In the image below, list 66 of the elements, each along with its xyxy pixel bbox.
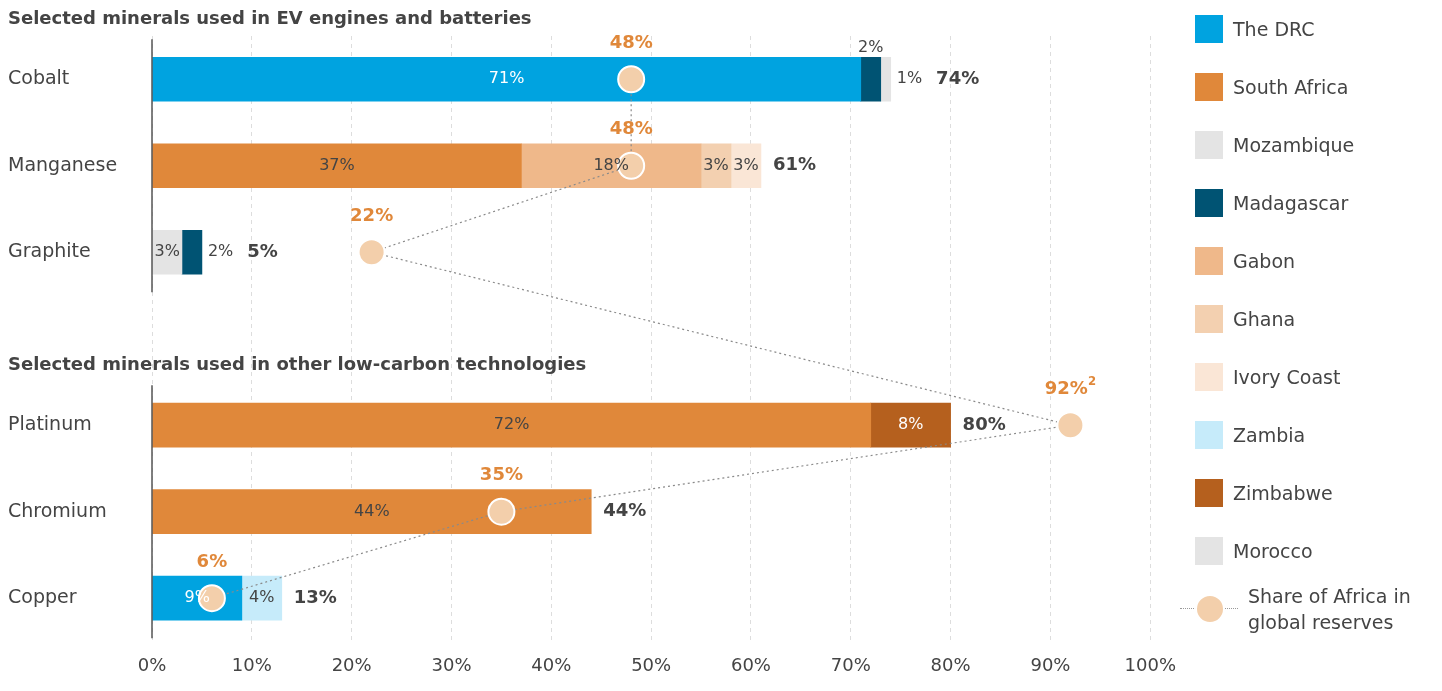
data-label: 48%: [609, 30, 653, 52]
bar: [521, 143, 702, 189]
bar: [880, 56, 892, 102]
legend-label: Ghana: [1233, 307, 1297, 332]
legend-label: Mozambique: [1233, 133, 1356, 158]
data-label: 37%: [319, 154, 355, 174]
bar: [860, 56, 882, 102]
y-tick-label: Cobalt: [8, 66, 70, 89]
x-tick-label: 10%: [231, 653, 272, 675]
legend-label: Zimbabwe: [1233, 481, 1334, 506]
data-label: 3%: [703, 154, 729, 174]
point: [487, 497, 516, 526]
bar: [181, 229, 203, 275]
bar: [152, 402, 872, 448]
bar: [152, 56, 862, 102]
bar: [870, 402, 951, 448]
bar: [152, 143, 522, 189]
total-label: 80%: [962, 412, 1006, 434]
total-label: 61%: [772, 153, 817, 175]
x-tick-label: 100%: [1124, 653, 1176, 675]
data-label: 22%: [350, 203, 394, 225]
x-tick-label: 20%: [331, 653, 372, 675]
x-tick-label: 60%: [730, 653, 771, 675]
x-tick-label: 80%: [930, 653, 971, 675]
total-label: 74%: [936, 66, 980, 88]
y-tick-label: Chromium: [8, 498, 107, 521]
data-label: 71%: [488, 68, 525, 88]
total-label: 5%: [247, 239, 278, 261]
x-tick-label: 0%: [137, 653, 167, 675]
text: Selected minerals used in EV engines and batteries: [8, 6, 532, 28]
point: [1056, 411, 1085, 440]
legend-label: Madagascar: [1233, 191, 1350, 216]
legend-label: The DRC: [1233, 17, 1316, 42]
legend-label: Zambia: [1233, 423, 1307, 448]
legend-label: Ivory Coast: [1233, 365, 1342, 390]
data-label: 48%: [609, 117, 653, 139]
total-label: 44%: [603, 499, 647, 521]
x-tick-label: 90%: [1030, 653, 1071, 675]
x-tick-label: 50%: [631, 653, 672, 675]
data-label: 8%: [897, 414, 924, 434]
data-label: 2%: [207, 241, 234, 261]
data-label: 44%: [354, 500, 390, 520]
total-label: 13%: [293, 585, 337, 607]
legend-label: South Africa: [1233, 75, 1350, 100]
y-tick-label: Platinum: [8, 412, 92, 435]
y-tick-label: Graphite: [8, 239, 91, 262]
x-tick-label: 40%: [531, 653, 572, 675]
bar: [152, 489, 592, 534]
y-tick-label: Copper: [8, 585, 77, 608]
data-label: 72%: [493, 414, 530, 434]
data-label: 6%: [196, 549, 228, 571]
point: [357, 238, 386, 267]
legend-label: Share of Africa in global reserves: [1248, 584, 1412, 635]
data-label: 35%: [479, 463, 523, 485]
y-tick-label: Manganese: [8, 152, 118, 175]
point: [617, 65, 646, 94]
data-label: 1%: [896, 68, 923, 88]
annotation: Selected minerals used in other low-carbon technologies: [8, 352, 587, 374]
x-tick-label: 30%: [431, 653, 472, 675]
data-label: 3%: [154, 241, 180, 261]
legend-label: Gabon: [1233, 249, 1297, 274]
data-label: 2%: [858, 37, 884, 57]
data-label: 4%: [249, 587, 275, 607]
data-label: 3%: [733, 154, 759, 174]
legend-label: Morocco: [1233, 539, 1314, 564]
x-tick-label: 70%: [830, 653, 871, 675]
